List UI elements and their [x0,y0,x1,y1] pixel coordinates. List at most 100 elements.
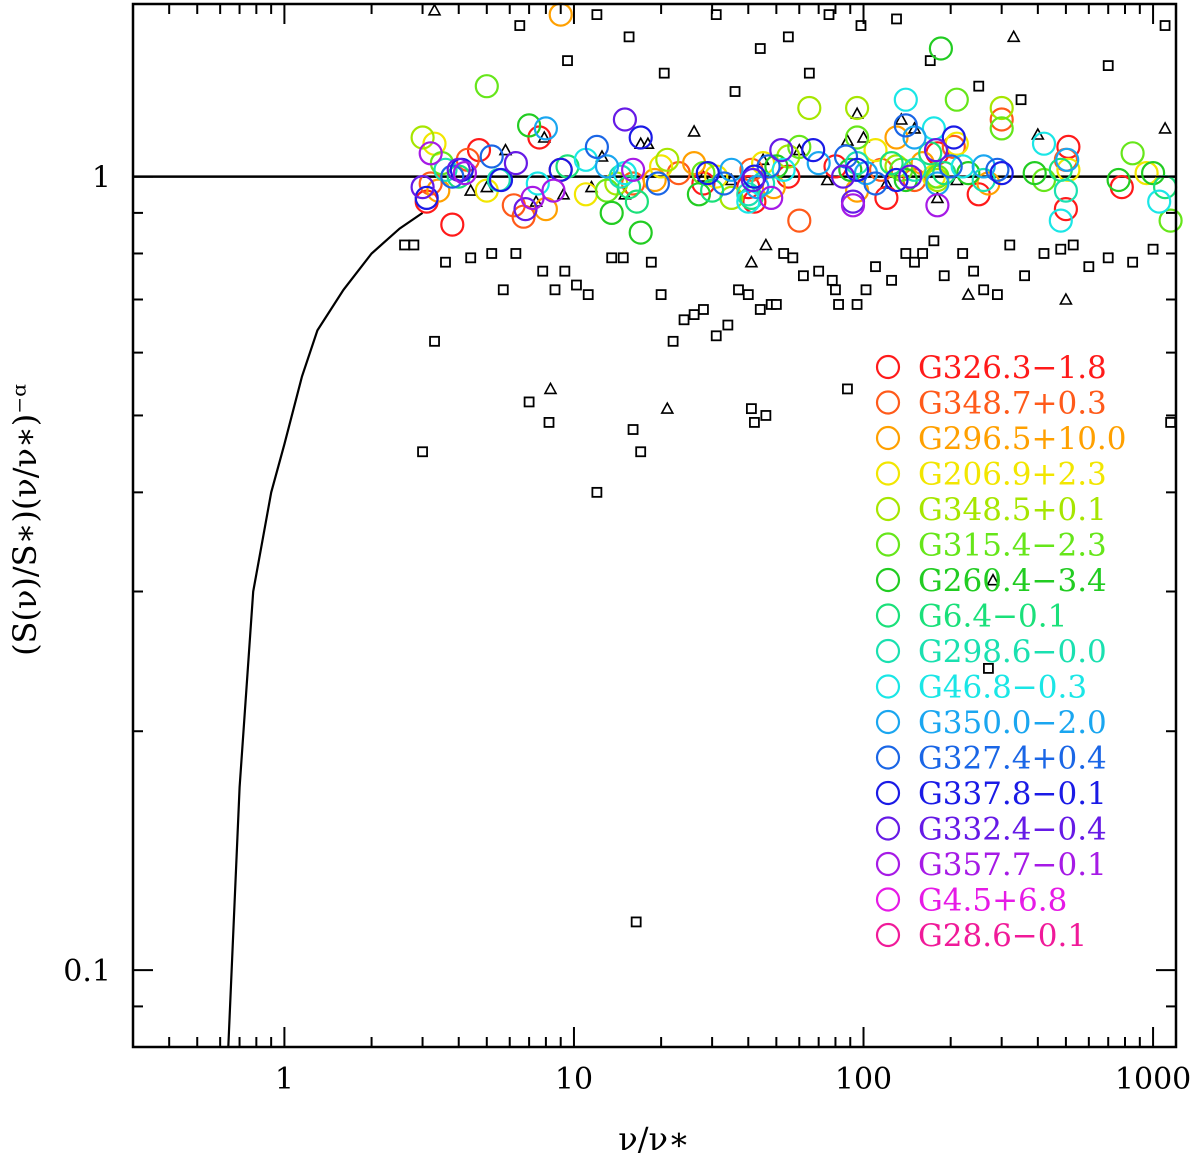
bg-square-point [559,265,571,277]
series-point-8 [433,157,458,182]
bg-square-point [399,239,410,251]
series-point-10 [1055,147,1080,172]
bg-square-point [760,410,772,421]
series-point-2 [642,167,667,193]
bg-square-point [957,248,969,259]
bg-square-point [1055,243,1067,255]
bg-triangle-point [687,124,701,137]
series-point-14 [541,178,566,203]
bg-square-point [860,284,872,296]
bg-square-point [658,67,670,79]
series-point-14 [620,157,646,182]
bg-square-point [591,9,603,21]
bg-square-point [1083,261,1095,273]
legend-label: G348.5+0.1 [918,492,1107,528]
bg-square-point [928,235,940,247]
series-point-4 [844,95,870,121]
bg-square-point [571,279,582,291]
bg-square-point [710,9,722,21]
series-point-3 [1134,161,1159,186]
bg-triangle-point [1059,292,1073,305]
series-point-8 [1053,178,1079,203]
bg-square-point [1015,94,1027,106]
bg-triangle-point [930,190,945,204]
bg-square-point [537,265,549,277]
bg-square-point [591,486,603,498]
series-point-7 [1152,175,1178,200]
legend-marker [875,780,901,806]
legend-label: G206.9+2.3 [918,457,1107,493]
series-point-6 [928,36,954,61]
bg-square-point [978,284,990,296]
bg-square-point [733,284,744,296]
series-point-4 [655,147,680,172]
bg-square-point [1147,243,1159,255]
bg-square-point [510,248,522,259]
series-point-5 [787,134,812,159]
bg-square-point [1102,252,1114,264]
series-point-12 [414,185,439,210]
series-point-12 [488,167,514,193]
legend-marker [875,709,901,735]
bg-square-point [813,265,825,277]
bg-triangle-point [820,172,835,186]
legend-marker [875,922,901,948]
bg-square-point [408,239,420,251]
legend-label: G350.0−2.0 [918,705,1107,741]
x-tick-label: 10 [555,1062,593,1097]
model-curve [227,211,424,1048]
bg-square-point [465,252,477,264]
bg-square-point [870,261,881,273]
bg-square-point [645,256,657,268]
series-point-4 [410,125,435,150]
legend: G326.3−1.8G348.7+0.3G296.5+10.0G206.9+2.… [875,350,1127,954]
series-point-13 [830,164,856,189]
series-point-5 [944,87,969,112]
series-point-7 [879,151,904,176]
series-point-5 [1158,208,1183,233]
bg-triangle-point [463,183,478,196]
legend-label: G315.4−2.3 [918,528,1107,564]
series-point-13 [923,138,949,163]
bg-square-point [1127,256,1139,268]
series-point-12 [844,157,870,182]
series-point-3 [863,138,888,163]
series-point-12 [941,125,966,150]
bg-square-point [729,86,741,97]
bg-square-point [851,299,863,310]
series-point-14 [759,185,784,210]
bg-square-point [549,284,561,296]
series-point-2 [426,178,451,203]
series-point-8 [902,157,927,182]
bg-square-point [617,252,629,264]
bg-square-point [722,319,734,331]
series-point-12 [695,161,720,186]
legend-label: G296.5+10.0 [918,421,1127,457]
legend-label: G6.4−0.1 [918,599,1067,635]
bg-square-point [1159,20,1171,31]
series-point-11 [938,154,963,179]
series-point-5 [989,116,1014,141]
bg-square-point [635,446,647,458]
legend-marker [875,567,901,593]
legend-label: G326.3−1.8 [918,350,1107,386]
bg-square-point [1038,248,1050,259]
bg-square-point [440,256,451,268]
series-point-1 [941,134,966,159]
series-point-13 [446,157,471,182]
bg-square-point [655,289,667,301]
bg-square-point [678,314,690,326]
bg-square-point [745,403,757,415]
x-tick-label: 1 [275,1062,294,1097]
legend-label: G46.8−0.3 [918,670,1087,706]
bg-square-point [938,270,950,282]
series-point-12 [989,161,1014,186]
bg-square-point [630,916,642,928]
series-point-5 [844,125,870,150]
series-point-13 [898,164,923,189]
series-point-14 [840,193,866,218]
legend-marker [875,354,901,380]
bg-square-point [562,55,573,67]
series-point-0 [1053,197,1079,222]
